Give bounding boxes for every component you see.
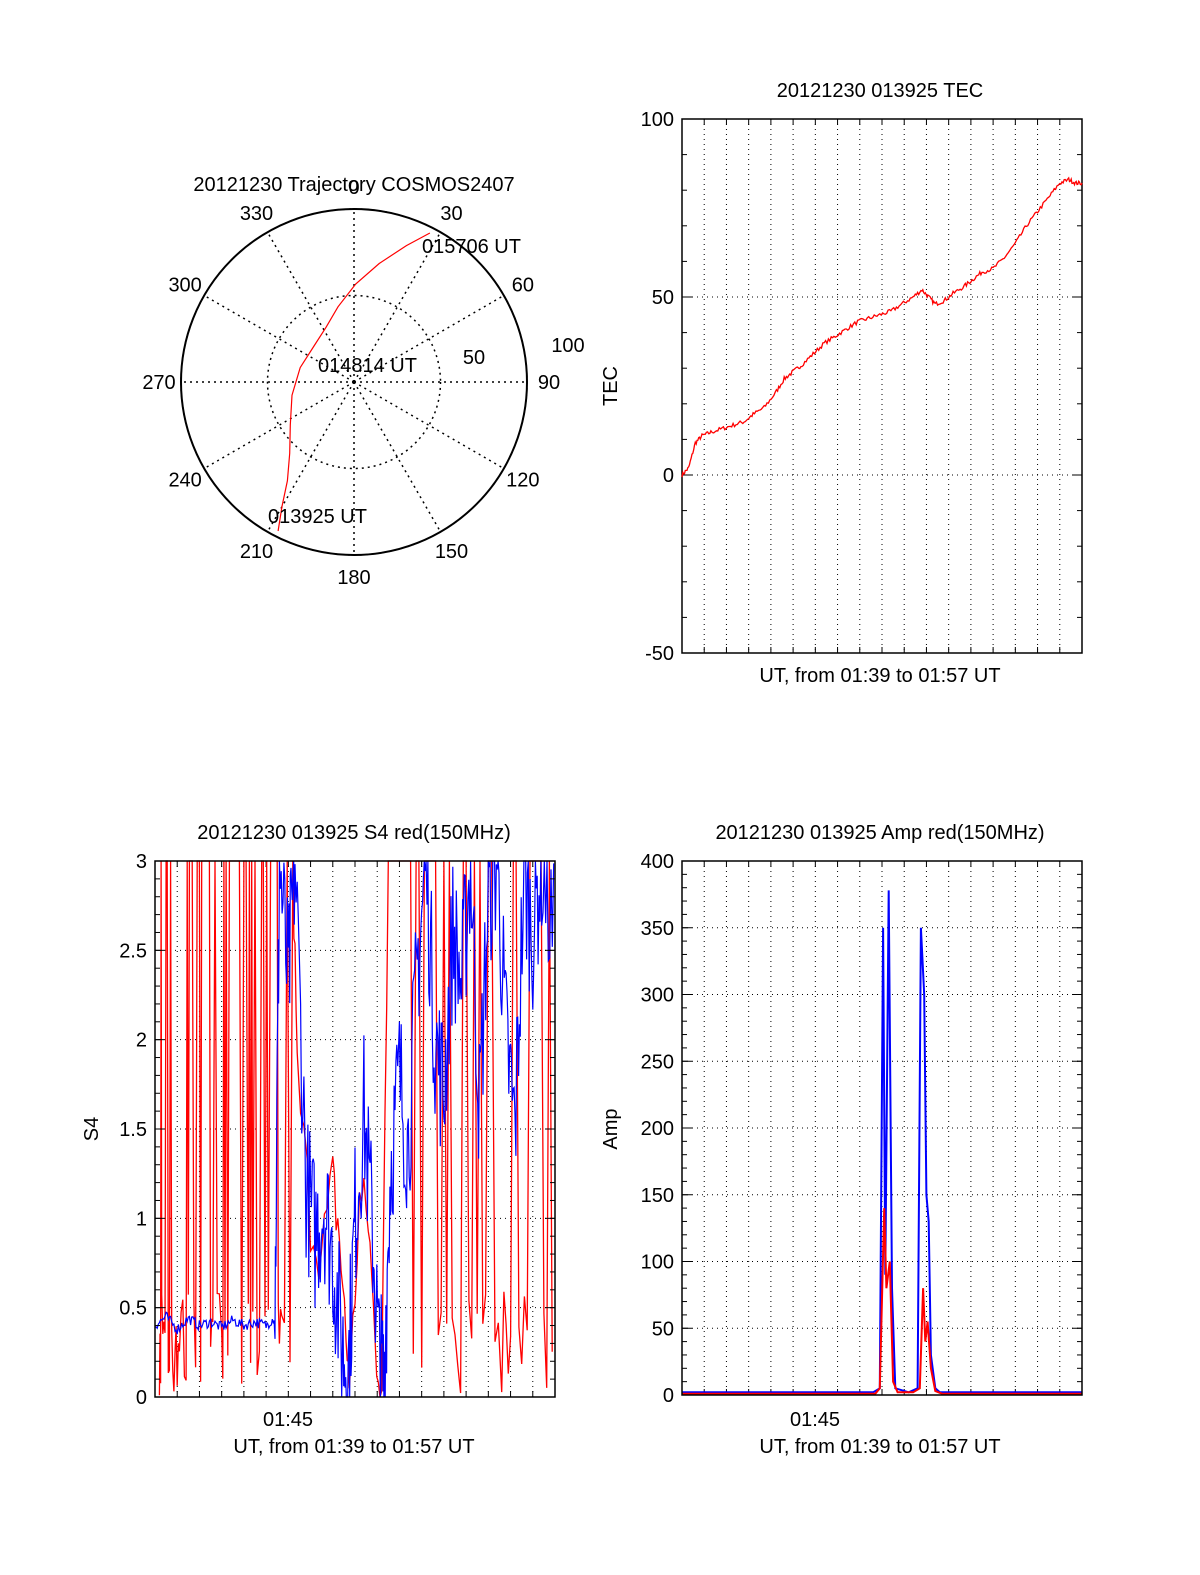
- polar-angle-label: 90: [538, 372, 560, 394]
- polar-track-start-label: 013925 UT: [268, 506, 367, 528]
- polar-grid: [180, 208, 528, 556]
- s4-ytick-label: 3: [136, 851, 147, 873]
- s4-ytick-label: 1: [136, 1208, 147, 1230]
- s4-series: [154, 860, 555, 1398]
- tec-ytick-label: 0: [663, 465, 674, 487]
- amp-ytick-label: 250: [641, 1051, 674, 1073]
- polar-angle-label: 120: [506, 470, 539, 492]
- tec-grid: [682, 119, 1082, 653]
- tec-ytick-label: 100: [641, 109, 674, 131]
- polar-angle-label: 330: [240, 203, 273, 225]
- s4-ylabel: S4: [81, 1117, 103, 1141]
- amp-ytick-label: 400: [641, 851, 674, 873]
- polar-spoke: [353, 381, 442, 533]
- polar-title: 20121230 Trajectory COSMOS2407: [193, 174, 514, 196]
- amp-xtick-label: 01:45: [790, 1409, 840, 1431]
- tec-ytick-label: 50: [652, 287, 674, 309]
- s4-blue-line: [154, 860, 555, 1398]
- amp-ytick-label: 0: [663, 1385, 674, 1407]
- amp-series: [682, 890, 1082, 1395]
- polar-spoke: [266, 231, 355, 383]
- polar-angle-label: 300: [168, 275, 201, 297]
- amp-ylabel: Amp: [600, 1108, 622, 1149]
- polar-track-line: [277, 232, 431, 532]
- polar-spoke: [353, 231, 442, 383]
- polar-spoke: [203, 381, 355, 470]
- tec-xlabel: UT, from 01:39 to 01:57 UT: [759, 665, 1000, 687]
- polar-angle-labels: 0 30 60 90 120 150 180 210 240 270 300 330: [142, 177, 560, 589]
- polar-ring-50: [266, 294, 442, 470]
- polar-angle-label: 150: [435, 541, 468, 563]
- s4-ytick-label: 2: [136, 1030, 147, 1052]
- s4-title: 20121230 013925 S4 red(150MHz): [197, 822, 511, 844]
- tec-series-line: [681, 176, 1083, 478]
- s4-panel: 20121230 013925 S4 red(150MHz) 3 2.5 2 1.5 1…: [81, 822, 556, 1458]
- amp-title: 20121230 013925 Amp red(150MHz): [715, 822, 1044, 844]
- polar-track-mid-label: 014814 UT: [318, 355, 417, 377]
- amp-ytick-label: 300: [641, 985, 674, 1007]
- s4-ytick-label: 1.5: [119, 1119, 147, 1141]
- s4-ytick-label: 0: [136, 1387, 147, 1409]
- s4-xlabel: UT, from 01:39 to 01:57 UT: [233, 1436, 474, 1458]
- polar-panel: 20121230 Trajectory COSMOS2407 0 30 60 90 12…: [142, 174, 584, 589]
- polar-spoke: [353, 381, 505, 470]
- polar-spoke: [203, 294, 355, 383]
- amp-ytick-label: 150: [641, 1185, 674, 1207]
- tec-panel: 20121230 013925 TEC 100 50 0 -50 TEC UT, fr…: [600, 80, 1083, 687]
- polar-angle-label: 210: [240, 541, 273, 563]
- s4-y-ticks: 3 2.5 2 1.5 1 0.5 0: [119, 851, 555, 1409]
- amp-ytick-label: 200: [641, 1118, 674, 1140]
- amp-red-line: [682, 1208, 1082, 1395]
- polar-angle-label: 0: [348, 177, 359, 199]
- polar-angle-label: 270: [142, 372, 175, 394]
- polar-radial-label-100: 100: [551, 335, 584, 357]
- polar-angle-label: 240: [168, 470, 201, 492]
- tec-plot-frame: [681, 118, 1083, 654]
- polar-radial-label-50: 50: [463, 347, 485, 369]
- tec-y-ticks: 100 50 0 -50: [641, 109, 1082, 665]
- polar-angle-label: 30: [440, 203, 462, 225]
- amp-xlabel: UT, from 01:39 to 01:57 UT: [759, 1436, 1000, 1458]
- s4-ytick-label: 0.5: [119, 1298, 147, 1320]
- amp-y-ticks: 400 350 300 250 200 150 100 50 0: [641, 851, 1082, 1407]
- amp-panel: 20121230 013925 Amp red(150MHz) 400 350 30…: [600, 822, 1083, 1458]
- amp-ytick-label: 50: [652, 1318, 674, 1340]
- s4-ytick-label: 2.5: [119, 940, 147, 962]
- tec-title: 20121230 013925 TEC: [777, 80, 983, 102]
- polar-angle-label: 180: [337, 567, 370, 589]
- polar-outer-ring: [180, 208, 528, 556]
- polar-track-end-label: 015706 UT: [422, 236, 521, 258]
- amp-ytick-label: 100: [641, 1252, 674, 1274]
- tec-ytick-label: -50: [645, 643, 674, 665]
- polar-angle-label: 60: [512, 275, 534, 297]
- s4-xtick-label: 01:45: [263, 1409, 313, 1431]
- amp-ytick-label: 350: [641, 918, 674, 940]
- tec-ylabel: TEC: [600, 366, 622, 406]
- polar-spoke: [353, 294, 505, 383]
